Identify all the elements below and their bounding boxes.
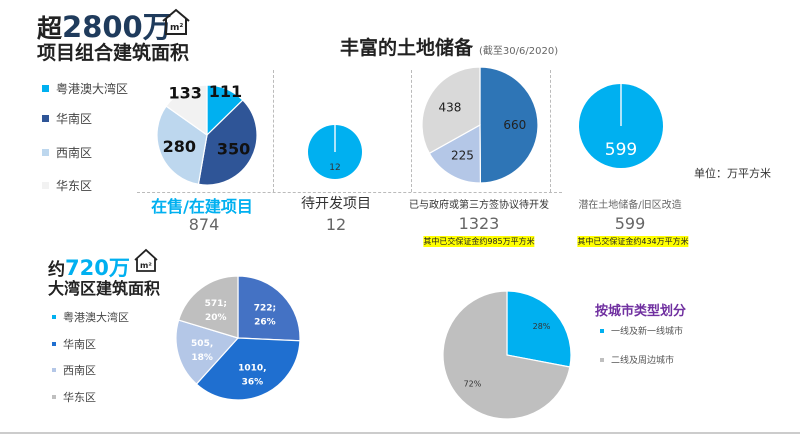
pie-slice — [428, 123, 482, 184]
section-caption: 已与政府或第三方签协议待开发 — [409, 200, 549, 211]
legend-label: 华南区 — [63, 338, 96, 351]
legend-label: 二线及周边城市 — [611, 356, 675, 366]
unit-note: 单位：万平方米 — [694, 167, 771, 180]
svg-text:m²: m² — [140, 261, 152, 270]
pie-label: 1010, — [238, 363, 266, 373]
headline-subtitle: 项目组合建筑面积 — [37, 42, 190, 64]
pie-label: 438 — [439, 101, 462, 115]
headline-number: 2800万 — [62, 10, 172, 44]
section-total: 12 — [325, 215, 347, 234]
pie-slice — [479, 66, 539, 184]
pie-pct-label: 18% — [191, 353, 213, 363]
pie-label: 350 — [217, 140, 250, 159]
pie-slice — [175, 319, 240, 385]
pie-label: 111 — [209, 82, 242, 101]
pie-label: 133 — [168, 83, 201, 102]
pie-label: 571; — [205, 299, 227, 309]
legend-label: 华东区 — [56, 179, 93, 193]
pie-pct-label: 26% — [254, 317, 276, 327]
divider — [273, 70, 274, 192]
svg-text:m²: m² — [170, 23, 183, 33]
legend-swatch — [600, 328, 604, 333]
section-caption: 潜在土地储备/旧区改造 — [578, 200, 682, 211]
bay-number: 720万 — [65, 256, 130, 280]
legend-swatch — [42, 182, 49, 189]
legend-item: 粤港澳大湾区 — [52, 309, 129, 325]
divider — [550, 70, 551, 192]
pie-label: 12 — [329, 163, 340, 173]
bay-headline: 约720万 — [48, 252, 130, 282]
house-m2-icon: m² — [134, 248, 158, 272]
city-title: 按城市类型划分 — [595, 304, 687, 319]
pie-slice — [197, 99, 258, 186]
legend-swatch — [52, 342, 56, 346]
date-note: (截至30/6/2020) — [479, 46, 559, 57]
pie-label: 72% — [464, 379, 482, 388]
headline-total: 超2800万 — [37, 4, 172, 46]
legend-swatch — [42, 149, 49, 156]
pie-slice — [195, 337, 301, 401]
legend-item: 华东区 — [42, 177, 92, 194]
deposit-note: 其中已交保证金约985万平方米 — [423, 236, 535, 247]
legend-swatch — [52, 395, 56, 399]
legend-swatch — [52, 315, 56, 319]
main-title-text: 丰富的土地储备 — [340, 37, 474, 59]
legend-item: 华东区 — [52, 389, 96, 405]
pie-label: 722; — [254, 303, 276, 313]
pie-slice — [506, 290, 572, 368]
legend-swatch — [42, 85, 49, 92]
pie-label: 28% — [533, 322, 551, 331]
bay-prefix: 约 — [48, 260, 65, 280]
legend-label: 华东区 — [63, 391, 96, 404]
pie-label: 280 — [163, 137, 196, 156]
legend-label: 西南区 — [56, 146, 93, 160]
bottom-border — [0, 432, 800, 434]
pie-label: 225 — [451, 148, 474, 162]
section-caption: 在售/在建项目 — [151, 197, 253, 216]
pie-label: 660 — [503, 118, 526, 132]
legend-label: 粤港澳大湾区 — [63, 311, 129, 324]
pie-slice — [421, 66, 481, 155]
legend-swatch — [52, 368, 56, 372]
legend-item: 华南区 — [52, 336, 96, 352]
deposit-note: 其中已交保证金约434万平方米 — [577, 236, 689, 247]
section-total: 874 — [188, 215, 220, 234]
legend-item: 一线及新一线城市 — [600, 324, 683, 337]
section-total: 1323 — [458, 214, 500, 233]
legend-label: 西南区 — [63, 364, 96, 377]
legend-label: 一线及新一线城市 — [611, 327, 684, 337]
legend-item: 粤港澳大湾区 — [42, 80, 128, 97]
legend-swatch — [42, 115, 49, 122]
legend-label: 粤港澳大湾区 — [56, 82, 129, 96]
pie-pct-label: 36% — [242, 377, 264, 387]
pie-label: 599 — [605, 140, 637, 160]
legend-label: 华南区 — [56, 112, 93, 126]
house-m2-icon: m² — [162, 8, 190, 35]
legend-item: 西南区 — [42, 144, 92, 161]
legend-swatch — [600, 357, 604, 362]
pie-slice — [165, 84, 208, 137]
pie-slice — [156, 105, 208, 185]
legend-item: 西南区 — [52, 362, 96, 378]
divider — [411, 70, 412, 192]
legend-item: 二线及周边城市 — [600, 353, 674, 366]
main-title: 丰富的土地储备 (截至30/6/2020) — [340, 33, 558, 60]
section-caption: 待开发项目 — [301, 196, 371, 212]
pie-slice — [442, 290, 571, 420]
pie-pct-label: 20% — [205, 313, 227, 323]
divider — [137, 192, 562, 193]
section-total: 599 — [614, 214, 646, 233]
bay-subtitle: 大湾区建筑面积 — [48, 279, 161, 298]
pie-label: 505, — [191, 339, 213, 349]
pie-slice — [237, 275, 301, 342]
headline-prefix: 超 — [37, 14, 63, 43]
legend-item: 华南区 — [42, 110, 92, 127]
pie-slice — [177, 275, 239, 339]
